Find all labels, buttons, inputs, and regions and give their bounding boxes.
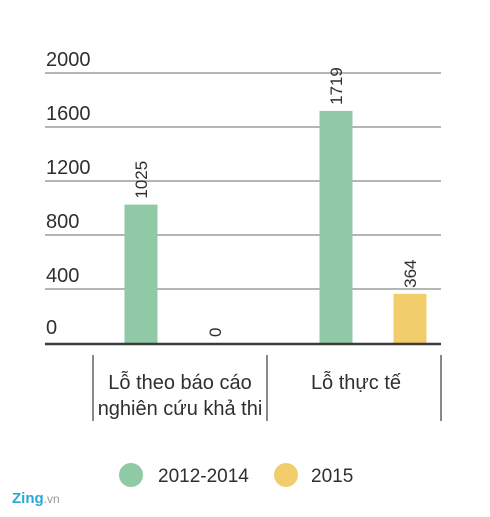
y-axis-ticks: 0 400 800 1200 1600 2000 bbox=[46, 49, 91, 339]
category-label: Lỗ theo báo cáo bbox=[108, 371, 251, 394]
legend-swatch bbox=[119, 463, 143, 487]
gridlines bbox=[45, 72, 441, 290]
y-tick-label: 2000 bbox=[46, 49, 91, 71]
zing-logo: Zing.vn bbox=[12, 490, 60, 507]
brand-name: Zing bbox=[12, 490, 44, 507]
bars bbox=[124, 110, 427, 343]
bar bbox=[124, 204, 158, 343]
y-tick-label: 800 bbox=[46, 211, 79, 233]
data-label: 1719 bbox=[327, 67, 346, 105]
category-axis: Lỗ theo báo cáo nghiên cứu khả thi Lỗ thực… bbox=[45, 342, 442, 421]
data-labels: 1025 1719 0 364 bbox=[132, 67, 420, 337]
data-label: 364 bbox=[401, 259, 420, 287]
brand-suffix: .vn bbox=[43, 492, 60, 506]
y-tick-label: 400 bbox=[46, 265, 79, 287]
legend-label: 2015 bbox=[311, 466, 353, 487]
data-label: 1025 bbox=[132, 161, 151, 199]
category-label: nghiên cứu khả thi bbox=[98, 398, 263, 420]
legend: 2012-2014 2015 bbox=[119, 463, 353, 487]
y-tick-label: 1600 bbox=[46, 103, 91, 125]
legend-swatch bbox=[274, 463, 298, 487]
y-tick-label: 1200 bbox=[46, 157, 91, 179]
legend-label: 2012-2014 bbox=[158, 466, 249, 487]
bar bbox=[319, 110, 353, 343]
y-tick-label: 0 bbox=[46, 317, 57, 339]
bar bbox=[393, 293, 427, 343]
category-label: Lỗ thực tế bbox=[311, 371, 401, 394]
data-label: 0 bbox=[206, 328, 225, 337]
